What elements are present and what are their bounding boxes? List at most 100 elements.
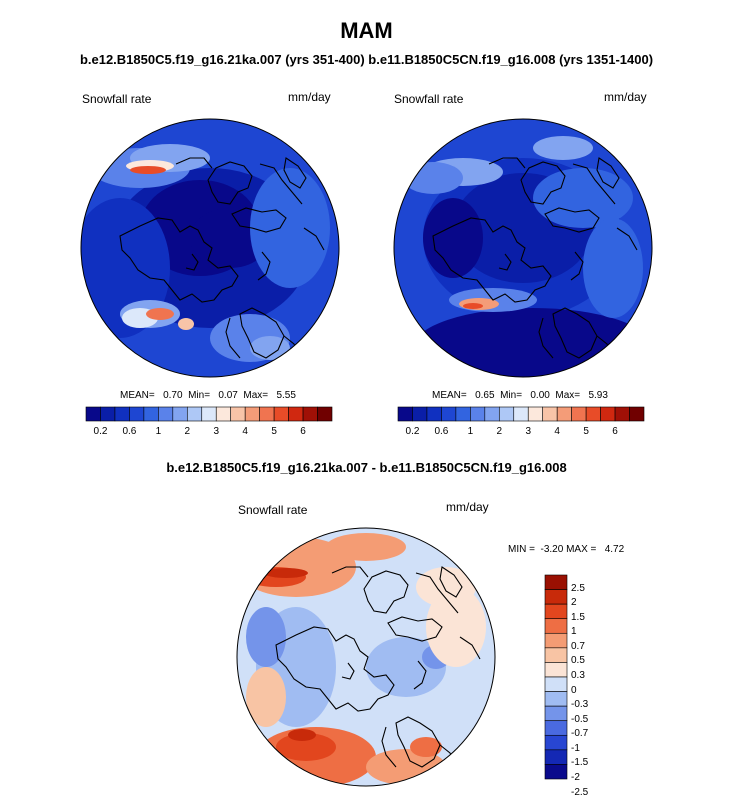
coastline-segment-3: [538, 317, 554, 359]
colorbar-tick-label: 5: [583, 426, 589, 437]
diff-colorbar-box-2: [544, 603, 568, 620]
field-contour-11: [533, 136, 593, 160]
diff-colorbar-box-10: [544, 720, 568, 736]
coastline-segment-5: [341, 662, 355, 680]
left-stats: MEAN= 0.70 Min= 0.07 Max= 5.55: [120, 390, 296, 401]
coastline-segment-1: [415, 572, 459, 614]
colorbar-box-16: [317, 406, 333, 422]
field-contour-4: [426, 587, 486, 667]
diff-colorbar-tick-label: -2.5: [571, 786, 589, 798]
colorbar-tick-label: 2: [184, 426, 191, 437]
diff-colorbar-tick-label: 0.3: [571, 670, 585, 681]
diff-colorbar-tick-label: -1.5: [571, 757, 589, 769]
field-contour-11: [146, 308, 174, 320]
diff-colorbar-box-0: [544, 574, 568, 590]
colorbar-tick-label: 4: [242, 426, 248, 437]
diff-colorbar-tick-label: 0.7: [571, 640, 585, 652]
diff-colorbar-box-5: [544, 647, 568, 663]
coastline-segment-5: [498, 253, 512, 271]
diff-colorbar-tick-label: -0.3: [571, 699, 589, 711]
coastline-3: [552, 307, 598, 359]
right-panel-units: mm/day: [604, 90, 647, 104]
field-contour-9: [463, 303, 483, 309]
coastline-segment-3: [225, 317, 241, 359]
colorbar-box-7: [498, 406, 515, 422]
colorbar-tick-label: 1: [155, 426, 162, 437]
diff-colorbar-box-11: [544, 734, 568, 751]
coastline-1: [363, 570, 409, 614]
left-panel-label: Snowfall rate: [82, 92, 152, 106]
field-contour-14: [250, 336, 290, 360]
colorbar-box-9: [527, 406, 544, 422]
colorbar-box-3: [129, 406, 145, 422]
colorbar-box-2: [114, 406, 130, 422]
diff-colorbar-tick-label: 1.5: [571, 611, 585, 623]
colorbar-box-4: [455, 406, 471, 422]
colorbar-box-6: [484, 406, 500, 422]
diff-panel-label: Snowfall rate: [238, 503, 308, 517]
colorbar-box-5: [470, 406, 486, 422]
map-border: [80, 118, 340, 378]
colorbar-box-0: [85, 406, 101, 422]
diff-colorbar-box-6: [544, 662, 568, 678]
colorbar-tick-label: 0.2: [405, 426, 420, 437]
coastline-segment-2: [303, 227, 325, 251]
difference-polar-map: [236, 527, 496, 787]
coastline-segment-6: [257, 251, 271, 281]
diff-colorbar-tick-label: -1: [571, 742, 580, 754]
colorbar-tick-label: 2: [496, 426, 503, 437]
field-contour-2: [413, 308, 652, 377]
field-contour-5: [416, 567, 476, 607]
colorbar-box-6: [172, 406, 188, 422]
difference-colorbar-ticks: 2.5 2 1.5 1 0.7 0.5 0.3 0 -0.3 -0.5 -0.7 -1 -1.5 -2 -2…: [571, 575, 611, 798]
coastline-segment-2: [616, 227, 638, 251]
colorbar-box-9: [215, 406, 232, 422]
colorbar-tick-label: 1: [467, 426, 474, 437]
colorbar-box-14: [600, 406, 616, 422]
colorbar-box-11: [244, 406, 260, 422]
colorbar-box-1: [100, 406, 116, 422]
coastline-4: [283, 157, 307, 189]
right-panel-label: Snowfall rate: [394, 92, 464, 106]
coastline-segment-5: [185, 253, 199, 271]
colorbar-box-16: [629, 406, 645, 422]
colorbar-box-12: [571, 406, 587, 422]
colorbar-tick-label: 3: [213, 426, 220, 437]
coastline-segment-1: [259, 163, 303, 205]
colorbar-box-13: [273, 406, 289, 422]
coastline-0: [275, 626, 395, 712]
coastline-1: [207, 161, 253, 205]
diff-colorbar-box-4: [544, 632, 568, 649]
coastline-4: [439, 566, 463, 598]
coastline-3: [395, 716, 441, 768]
left-colorbar-ticks: 0.2 0.6 1 2 3 4 5 6: [86, 426, 332, 440]
field-contour-12: [288, 729, 316, 741]
colorbar-box-7: [186, 406, 203, 422]
diff-colorbar-box-9: [544, 705, 568, 722]
colorbar-box-15: [614, 406, 630, 422]
colorbar-box-8: [201, 406, 217, 422]
diff-colorbar-tick-label: 1: [571, 626, 577, 638]
field-contour-1: [246, 607, 286, 667]
coastline-1: [520, 161, 566, 205]
colorbar-box-0: [397, 406, 413, 422]
colorbar-box-10: [542, 406, 558, 422]
right-colorbar-ticks: 0.2 0.6 1 2 3 4 5 6: [398, 426, 644, 440]
field-contour-15: [246, 667, 286, 727]
colorbar-tick-label: 4: [554, 426, 560, 437]
coastline-2: [231, 207, 287, 233]
field-contour-9: [326, 533, 406, 561]
coastline-segment-3: [381, 726, 397, 768]
colorbar-tick-label: 0.2: [93, 426, 108, 437]
field-contour-11: [276, 733, 336, 761]
colorbar-box-14: [288, 406, 304, 422]
colorbar-tick-label: 0.6: [434, 426, 449, 437]
colorbar-box-11: [556, 406, 572, 422]
colorbar-tick-label: 6: [300, 426, 306, 437]
coastline-2: [544, 207, 600, 233]
colorbar-box-12: [259, 406, 275, 422]
colorbar-tick-label: 0.6: [122, 426, 137, 437]
diff-colorbar-tick-label: 0.5: [571, 655, 585, 667]
coastline-segment-0: [331, 566, 369, 578]
right-polar-map: [393, 118, 653, 378]
